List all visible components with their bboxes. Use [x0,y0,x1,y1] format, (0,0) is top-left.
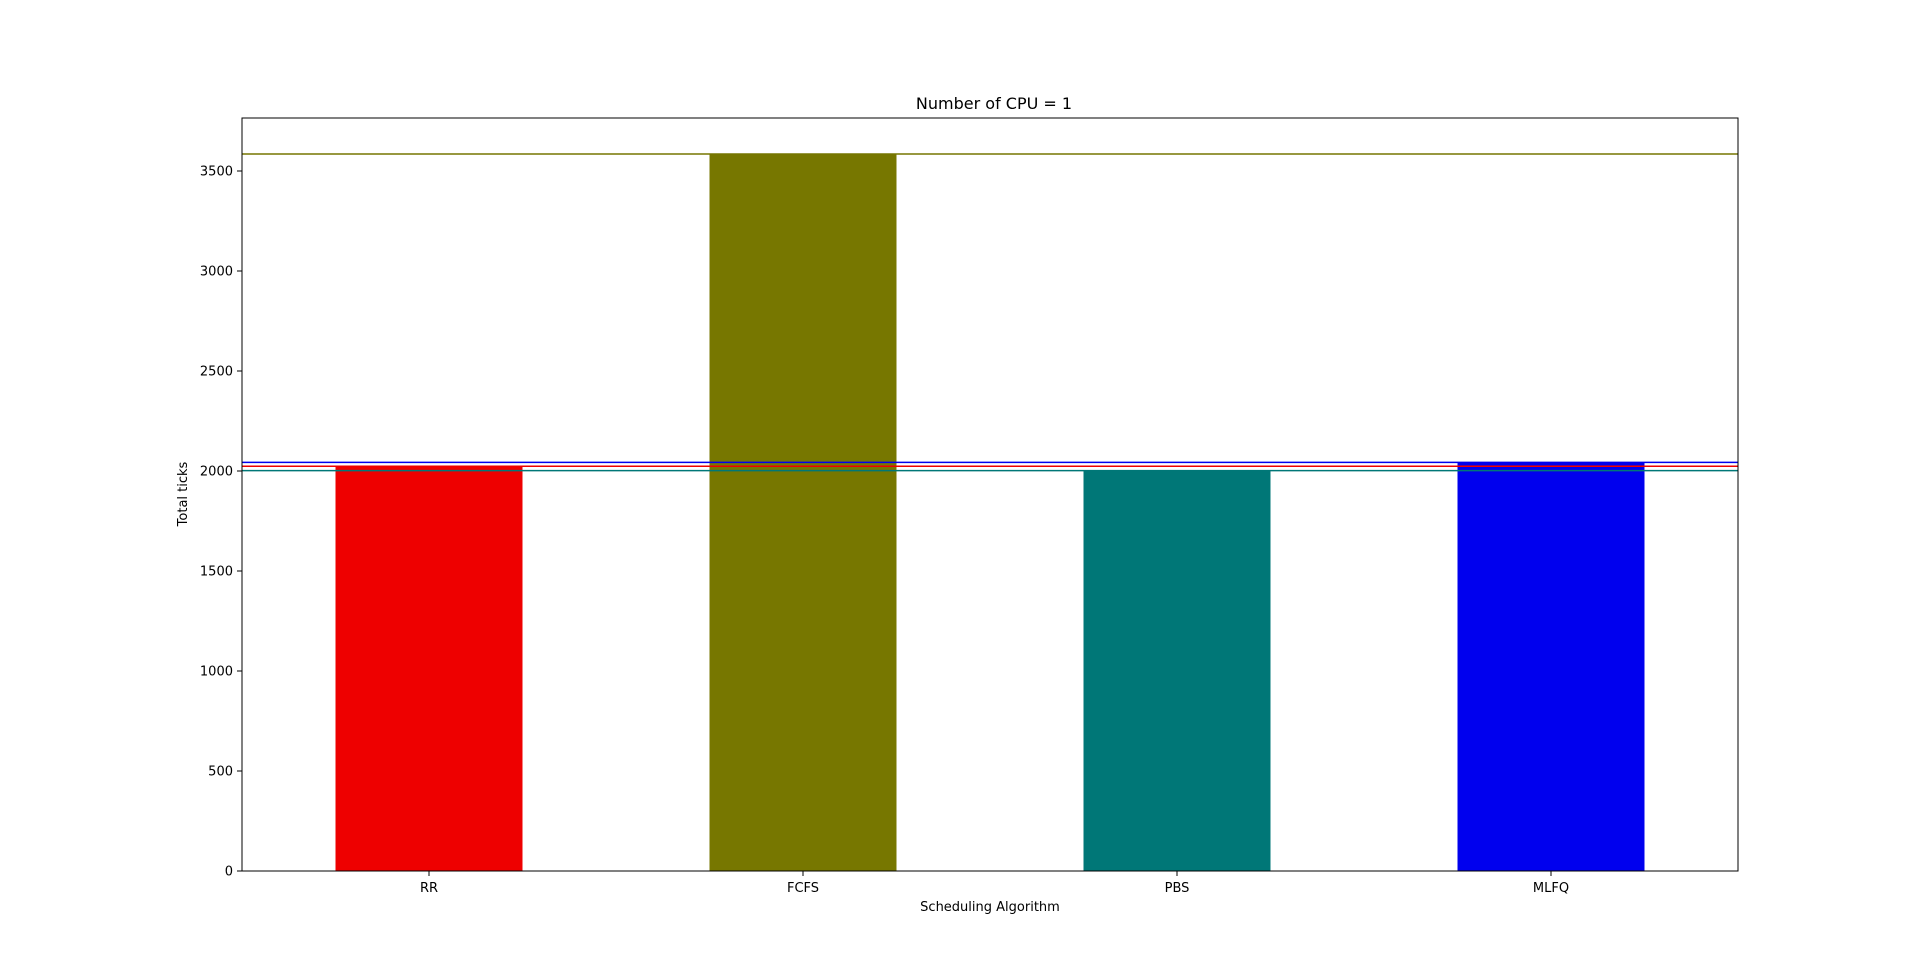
y-axis-label: Total ticks [176,461,191,527]
bar-pbs [1083,470,1271,871]
x-tick-label-fcfs: FCFS [787,881,819,896]
bar-fcfs [709,154,897,871]
x-tick-label-rr: RR [420,881,438,896]
bars-group [335,154,1645,871]
y-tick-label: 1000 [200,665,233,680]
y-tick-label: 3000 [200,265,233,280]
x-tick-label-pbs: PBS [1165,881,1190,896]
bar-mlfq [1457,462,1645,871]
y-tick-label: 2000 [200,465,233,480]
chart-title: Number of CPU = 1 [916,94,1072,113]
y-tick-label: 1500 [200,565,233,580]
x-axis: RR FCFS PBS MLFQ [420,871,1569,896]
x-tick-label-mlfq: MLFQ [1533,881,1569,896]
reference-lines [242,153,1738,472]
x-axis-label: Scheduling Algorithm [920,900,1060,915]
y-tick-label: 3500 [200,165,233,180]
plot-frame [241,117,1739,872]
y-tick-label: 0 [225,865,233,880]
y-tick-label: 2500 [200,365,233,380]
y-tick-label: 500 [208,765,233,780]
bar-rr [335,466,523,871]
y-axis: 0 500 1000 1500 2000 2500 3000 3500 [200,165,242,880]
